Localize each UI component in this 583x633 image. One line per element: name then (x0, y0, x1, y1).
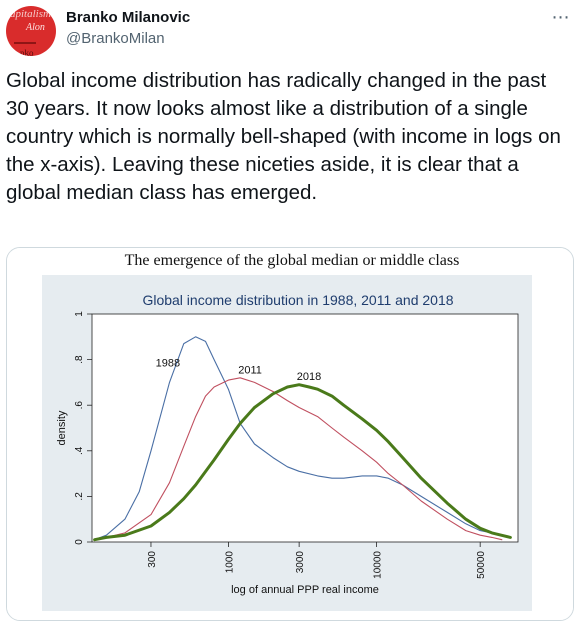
avatar-text-3: nko (20, 48, 34, 56)
avatar-text-2: Alon (26, 22, 45, 33)
avatar-stripe (14, 42, 36, 44)
y-tick-label: .6 (74, 401, 85, 410)
avatar[interactable]: apitalism Alon nko (6, 6, 56, 56)
y-tick-label: 0 (74, 539, 85, 545)
x-axis: 300 1000 3000 10000 50000 (147, 542, 487, 579)
more-options-button[interactable]: ⋯ (548, 4, 574, 30)
series-label-2018: 2018 (297, 371, 321, 383)
x-tick-label: 3000 (295, 551, 306, 574)
series-label-1988: 1988 (156, 357, 180, 369)
y-tick-label: .8 (74, 355, 85, 364)
author-handle[interactable]: @BrankoMilan (66, 30, 165, 47)
series-line-2011 (94, 377, 503, 541)
figure-heading: The emergence of the global median or mi… (125, 252, 460, 269)
y-axis: 0 .2 .4 .6 .8 1 (74, 311, 92, 545)
author-name[interactable]: Branko Milanovic (66, 9, 191, 26)
tweet-text: Global income distribution has radically… (6, 69, 561, 204)
avatar-text-1: apitalism (10, 8, 51, 20)
series-lines (93, 336, 512, 542)
x-tick-label: 50000 (476, 551, 487, 579)
series-line-1988 (94, 336, 493, 541)
series-line-2018 (93, 383, 512, 542)
ellipsis-icon: ⋯ (551, 6, 571, 27)
x-tick-label: 1000 (224, 551, 235, 574)
income-distribution-chart: The emergence of the global median or mi… (7, 248, 573, 620)
y-tick-label: .2 (74, 492, 85, 501)
y-tick-label: .4 (74, 446, 85, 455)
y-tick-label: 1 (74, 311, 85, 317)
series-labels: 1988 2011 2018 (156, 357, 322, 383)
x-tick-label: 300 (147, 551, 158, 568)
y-axis-label: density (56, 410, 68, 445)
tweet-media[interactable]: The emergence of the global median or mi… (6, 247, 574, 621)
series-label-2011: 2011 (238, 364, 262, 376)
x-axis-label: log of annual PPP real income (231, 584, 379, 596)
x-tick-label: 10000 (373, 551, 384, 579)
chart-title: Global income distribution in 1988, 2011… (142, 292, 453, 308)
